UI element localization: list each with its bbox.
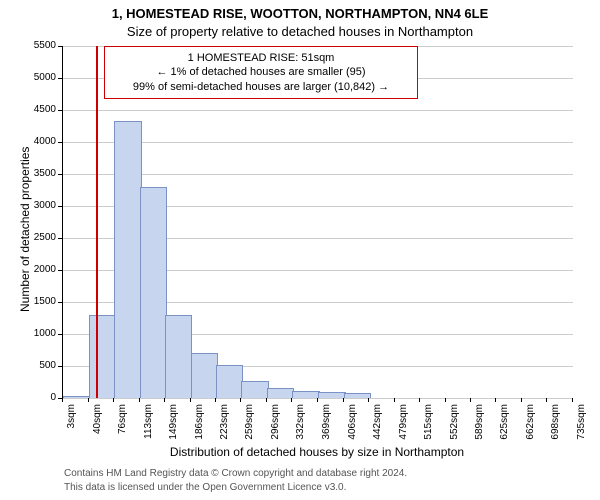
- x-tick-label: 406sqm: [347, 404, 358, 448]
- x-tick-label: 625sqm: [499, 404, 510, 448]
- x-tick-mark: [164, 398, 165, 402]
- histogram-bar: [292, 391, 320, 398]
- footer-line2: This data is licensed under the Open Gov…: [64, 482, 346, 493]
- x-tick-mark: [266, 398, 267, 402]
- x-tick-mark: [368, 398, 369, 402]
- x-tick-label: 332sqm: [295, 404, 306, 448]
- plot-area: [62, 46, 573, 399]
- x-tick-label: 698sqm: [550, 404, 561, 448]
- annotation-box: 1 HOMESTEAD RISE: 51sqm ← 1% of detached…: [104, 46, 418, 99]
- x-tick-label: 552sqm: [449, 404, 460, 448]
- chart-title-line2: Size of property relative to detached ho…: [0, 24, 600, 39]
- x-tick-mark: [343, 398, 344, 402]
- y-tick-label: 3000: [24, 200, 56, 211]
- x-tick-mark: [291, 398, 292, 402]
- x-axis-label: Distribution of detached houses by size …: [62, 445, 572, 459]
- y-tick-mark: [58, 302, 62, 303]
- gridline: [63, 110, 573, 111]
- x-tick-mark: [240, 398, 241, 402]
- x-tick-label: 296sqm: [270, 404, 281, 448]
- y-tick-label: 5500: [24, 40, 56, 51]
- x-tick-label: 3sqm: [66, 404, 77, 448]
- y-tick-mark: [58, 142, 62, 143]
- x-tick-label: 442sqm: [372, 404, 383, 448]
- histogram-bar: [165, 315, 193, 398]
- annotation-line1: 1 HOMESTEAD RISE: 51sqm: [113, 51, 409, 65]
- histogram-bar: [344, 393, 371, 398]
- property-marker-line: [96, 46, 98, 398]
- x-tick-mark: [113, 398, 114, 402]
- annotation-line2: ← 1% of detached houses are smaller (95): [113, 65, 409, 79]
- x-tick-label: 113sqm: [143, 404, 154, 448]
- y-tick-label: 4500: [24, 104, 56, 115]
- x-tick-label: 589sqm: [474, 404, 485, 448]
- x-tick-label: 369sqm: [321, 404, 332, 448]
- x-tick-label: 515sqm: [423, 404, 434, 448]
- x-tick-label: 259sqm: [244, 404, 255, 448]
- x-tick-mark: [572, 398, 573, 402]
- y-tick-label: 1500: [24, 296, 56, 307]
- chart-title-line1: 1, HOMESTEAD RISE, WOOTTON, NORTHAMPTON,…: [0, 6, 600, 21]
- x-tick-label: 735sqm: [576, 404, 587, 448]
- x-tick-mark: [495, 398, 496, 402]
- annotation-line3: 99% of semi-detached houses are larger (…: [113, 80, 409, 94]
- x-tick-label: 76sqm: [117, 404, 128, 448]
- x-tick-label: 40sqm: [92, 404, 103, 448]
- x-tick-mark: [445, 398, 446, 402]
- y-tick-mark: [58, 110, 62, 111]
- x-tick-mark: [419, 398, 420, 402]
- histogram-bar: [267, 388, 294, 398]
- y-tick-label: 2000: [24, 264, 56, 275]
- chart-container: 1, HOMESTEAD RISE, WOOTTON, NORTHAMPTON,…: [0, 0, 600, 500]
- y-tick-label: 4000: [24, 136, 56, 147]
- x-tick-mark: [317, 398, 318, 402]
- histogram-bar: [140, 187, 167, 398]
- histogram-bar: [216, 365, 243, 398]
- x-tick-label: 186sqm: [194, 404, 205, 448]
- histogram-bar: [318, 392, 346, 398]
- histogram-bar: [191, 353, 219, 398]
- x-tick-mark: [546, 398, 547, 402]
- y-tick-label: 5000: [24, 72, 56, 83]
- x-tick-mark: [62, 398, 63, 402]
- y-tick-label: 0: [24, 392, 56, 403]
- x-tick-mark: [139, 398, 140, 402]
- histogram-bar: [241, 381, 269, 398]
- y-tick-mark: [58, 334, 62, 335]
- x-tick-mark: [521, 398, 522, 402]
- histogram-bar: [63, 396, 91, 398]
- histogram-bar: [114, 121, 142, 398]
- y-tick-mark: [58, 206, 62, 207]
- y-tick-label: 500: [24, 360, 56, 371]
- x-tick-mark: [88, 398, 89, 402]
- y-tick-mark: [58, 270, 62, 271]
- y-tick-mark: [58, 366, 62, 367]
- y-tick-mark: [58, 46, 62, 47]
- histogram-bar: [89, 315, 116, 398]
- y-tick-mark: [58, 78, 62, 79]
- x-tick-label: 662sqm: [525, 404, 536, 448]
- x-tick-mark: [215, 398, 216, 402]
- x-tick-mark: [394, 398, 395, 402]
- x-tick-mark: [470, 398, 471, 402]
- x-tick-label: 223sqm: [219, 404, 230, 448]
- x-tick-label: 149sqm: [168, 404, 179, 448]
- x-tick-mark: [190, 398, 191, 402]
- x-tick-label: 479sqm: [398, 404, 409, 448]
- footer-line1: Contains HM Land Registry data © Crown c…: [64, 468, 407, 479]
- y-tick-label: 3500: [24, 168, 56, 179]
- y-tick-mark: [58, 174, 62, 175]
- y-tick-mark: [58, 238, 62, 239]
- y-tick-label: 2500: [24, 232, 56, 243]
- y-tick-label: 1000: [24, 328, 56, 339]
